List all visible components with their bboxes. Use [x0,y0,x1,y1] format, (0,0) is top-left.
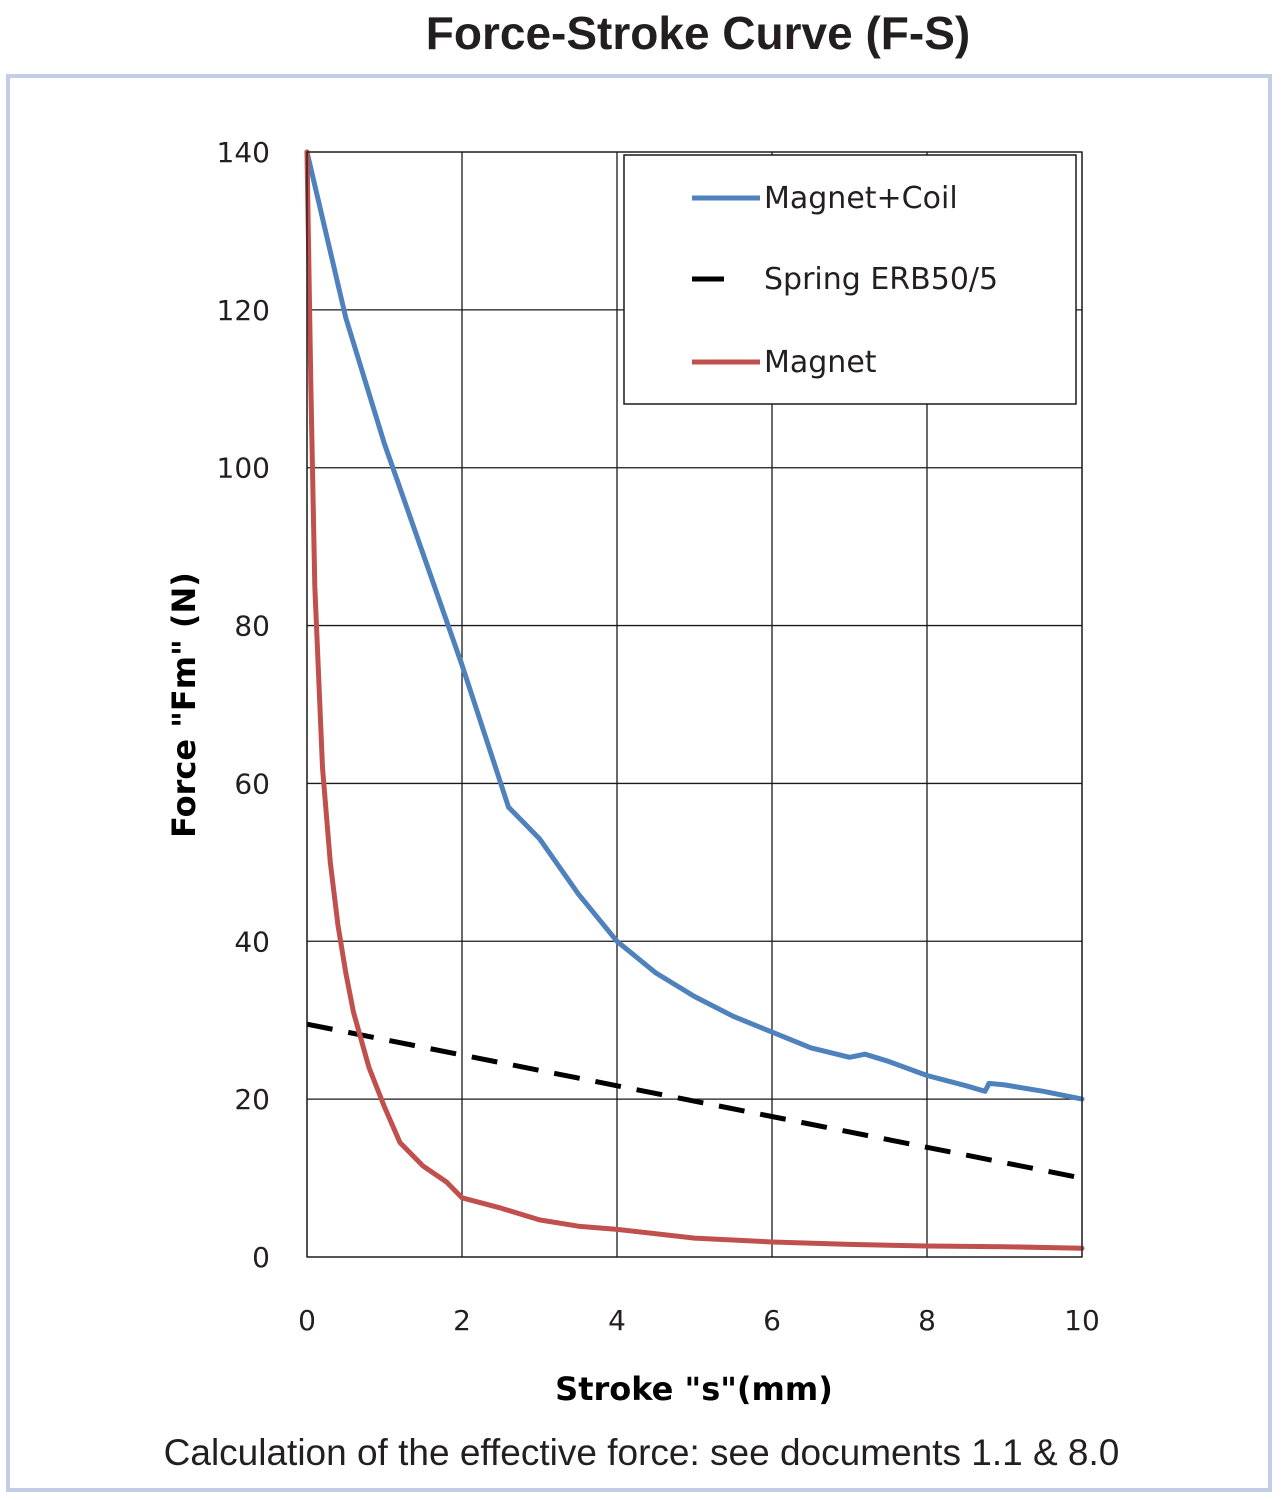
y-tick-label: 40 [234,925,270,958]
y-tick-label: 20 [234,1083,270,1116]
x-tick-label: 0 [298,1304,316,1337]
y-tick-label: 80 [234,610,270,643]
y-tick-label: 0 [252,1241,270,1274]
series-line-3 [304,149,1085,1251]
x-tick-label: 6 [763,1304,781,1337]
x-axis-title: Stroke "s"(mm) [555,1370,833,1408]
series-lines [304,149,1085,1251]
x-tick-label: 10 [1064,1304,1100,1337]
legend-label-3: Magnet [764,345,877,380]
legend-label-1: Magnet+Coil [764,181,958,216]
y-tick-label: 100 [217,452,270,485]
series-line-2 [306,1021,1083,1181]
tick-labels: 0 20 40 60 80 100 120 140 0 2 4 6 8 10 [217,136,1100,1337]
y-axis-title: Force "Fm" (N) [165,572,203,838]
footnote: Calculation of the effective force: see … [163,1432,1120,1473]
x-tick-label: 2 [453,1304,471,1337]
x-tick-label: 8 [918,1304,936,1337]
legend: Magnet+Coil Spring ERB50/5 Magnet [623,154,1077,405]
chart-title: Force-Stroke Curve (F-S) [425,7,971,59]
y-tick-label: 140 [217,136,270,169]
legend-label-2: Spring ERB50/5 [764,262,998,297]
y-tick-label: 60 [234,767,270,800]
plot-area-border [306,151,1083,1258]
series-line-1 [304,149,1085,1102]
chart-frame [6,74,1272,1492]
x-tick-label: 4 [608,1304,626,1337]
y-tick-label: 120 [217,294,270,327]
